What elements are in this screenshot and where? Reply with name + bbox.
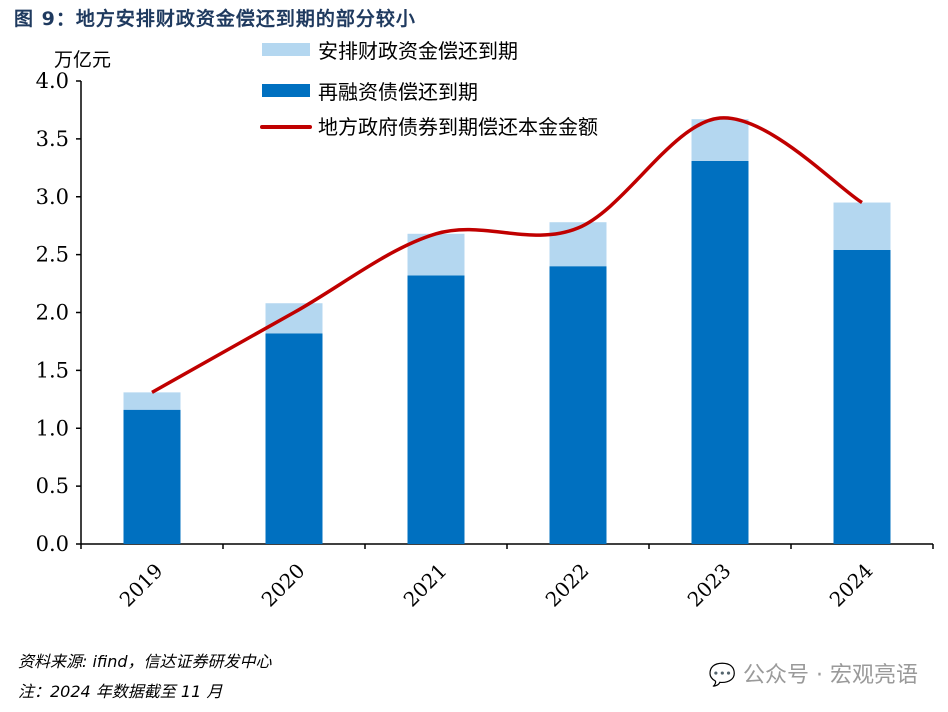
y-tick-label: 2.0 (36, 301, 69, 325)
legend-label-bond-maturity: 地方政府债券到期偿还本金金额 (318, 115, 598, 139)
legend-label-refinancing: 再融资债偿还到期 (318, 80, 478, 104)
x-tick-label: 2024 (825, 559, 878, 612)
source-note: 资料来源: ifind，信达证券研发中心 (18, 652, 272, 671)
x-tick-label: 2022 (541, 559, 594, 612)
line-bond-maturity (151, 116, 863, 394)
x-tick-label: 2023 (683, 559, 736, 612)
bar-fiscal-funds-2023 (691, 119, 749, 161)
bar-fiscal-funds-2024 (833, 202, 891, 250)
watermark-text: 公众号 · 宏观亮语 (743, 663, 918, 688)
bar-refinancing-2022 (549, 266, 607, 544)
chart-title: 图 9：地方安排财政资金偿还到期的部分较小 (14, 8, 416, 30)
legend-swatch-fiscal-funds (262, 43, 310, 56)
wechat-icon: 💬 (708, 663, 737, 688)
y-tick-label: 3.0 (36, 185, 69, 209)
y-axis-unit-label: 万亿元 (54, 49, 112, 71)
y-tick-label: 0.5 (36, 474, 69, 498)
watermark: 💬 公众号 · 宏观亮语 (709, 657, 918, 689)
bar-fiscal-funds-2020 (265, 303, 323, 334)
bar-refinancing-2020 (265, 333, 323, 544)
bar-refinancing-2024 (833, 249, 891, 544)
bar-refinancing-2019 (123, 409, 181, 544)
bar-fiscal-funds-2019 (123, 392, 181, 410)
bar-refinancing-2021 (407, 275, 465, 544)
bar-refinancing-2023 (691, 160, 749, 544)
data-note: 注：2024 年数据截至 11 月 (18, 682, 223, 701)
y-tick-label: 1.0 (36, 416, 69, 440)
x-tick-label: 2020 (257, 559, 310, 612)
legend-swatch-refinancing (262, 84, 310, 97)
x-tick-label: 2019 (115, 559, 168, 612)
y-tick-label: 3.5 (36, 127, 69, 151)
y-tick-label: 4.0 (36, 69, 69, 93)
y-tick-label: 2.5 (36, 243, 69, 267)
y-tick-label: 1.5 (36, 358, 69, 382)
y-tick-label: 0.0 (36, 532, 69, 556)
x-tick-label: 2021 (399, 559, 452, 612)
legend-label-fiscal-funds: 安排财政资金偿还到期 (318, 39, 518, 63)
